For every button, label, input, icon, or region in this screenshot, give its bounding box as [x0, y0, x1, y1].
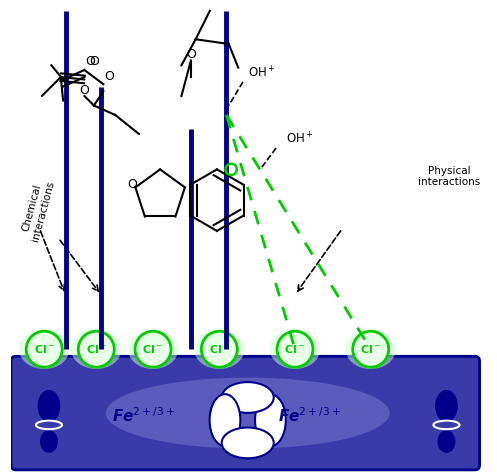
Text: OH$^+$: OH$^+$: [248, 65, 275, 80]
Ellipse shape: [222, 427, 274, 458]
FancyBboxPatch shape: [11, 357, 480, 470]
Ellipse shape: [71, 329, 121, 369]
Ellipse shape: [210, 394, 241, 446]
Ellipse shape: [270, 329, 320, 369]
Text: O: O: [89, 55, 99, 68]
Ellipse shape: [38, 391, 60, 421]
Circle shape: [26, 331, 62, 367]
Ellipse shape: [436, 391, 457, 421]
Circle shape: [277, 331, 313, 367]
Ellipse shape: [128, 329, 178, 369]
Text: Fe$^{2+/3+}$: Fe$^{2+/3+}$: [278, 406, 341, 425]
Text: Cl$^-$: Cl$^-$: [34, 343, 55, 355]
Ellipse shape: [19, 329, 70, 369]
Text: O: O: [186, 48, 196, 61]
Circle shape: [353, 331, 389, 367]
Text: Cl$^-$: Cl$^-$: [284, 343, 306, 355]
Text: Cl$^-$: Cl$^-$: [143, 343, 164, 355]
Text: O: O: [85, 55, 95, 68]
Text: Cl$^-$: Cl$^-$: [85, 343, 107, 355]
Text: Chemical
interactions: Chemical interactions: [18, 177, 56, 242]
Text: Fe$^{2+/3+}$: Fe$^{2+/3+}$: [112, 406, 175, 425]
Ellipse shape: [255, 394, 286, 446]
Text: O: O: [104, 70, 114, 83]
Text: O: O: [80, 84, 89, 97]
Circle shape: [135, 331, 171, 367]
Text: Cl$^-$: Cl$^-$: [209, 343, 230, 355]
Ellipse shape: [345, 329, 396, 369]
Ellipse shape: [438, 431, 455, 452]
Ellipse shape: [41, 431, 57, 452]
Text: OH$^+$: OH$^+$: [286, 131, 314, 146]
Circle shape: [201, 331, 237, 367]
Circle shape: [79, 331, 114, 367]
Text: O: O: [127, 178, 137, 191]
Ellipse shape: [222, 382, 274, 413]
Ellipse shape: [194, 329, 245, 369]
Text: Physical
interactions: Physical interactions: [418, 166, 480, 187]
Text: Cl$^-$: Cl$^-$: [360, 343, 381, 355]
Ellipse shape: [106, 377, 390, 448]
